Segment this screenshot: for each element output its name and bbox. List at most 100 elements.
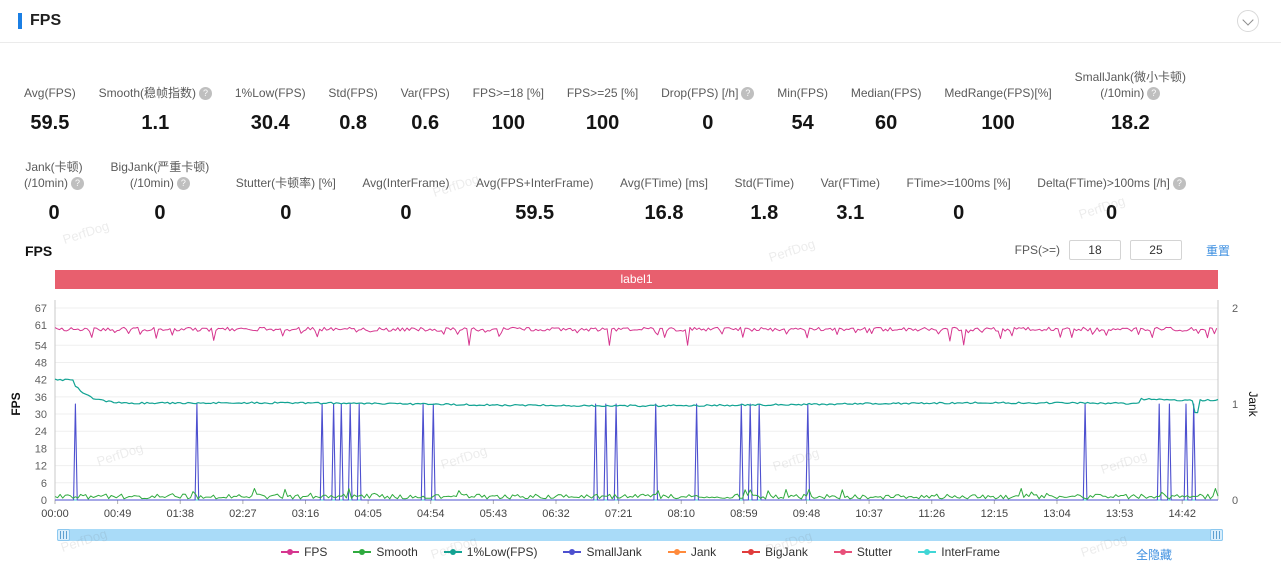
stat-value: 100 [491, 112, 525, 134]
chart-section-title: FPS [25, 243, 53, 259]
legend-label: InterFrame [941, 545, 1000, 559]
svg-text:67: 67 [35, 303, 47, 315]
chevron-down-icon [1242, 14, 1254, 26]
svg-text:42: 42 [35, 375, 47, 387]
help-icon[interactable]: ? [71, 177, 85, 190]
svg-text:13:53: 13:53 [1106, 508, 1134, 520]
stat-value: 0 [400, 202, 412, 224]
svg-text:04:54: 04:54 [417, 508, 445, 520]
stat-label: Stutter(卡顿率) [%] [235, 176, 336, 190]
svg-text:06:32: 06:32 [542, 508, 570, 520]
stat-var-ftime: Var(FTime) 3.1 [821, 148, 880, 224]
svg-text:08:59: 08:59 [730, 508, 758, 520]
legend-item-interframe[interactable]: InterFrame [918, 545, 1000, 559]
stat-value: 0 [280, 202, 292, 224]
svg-text:18: 18 [35, 443, 47, 455]
stat-avg-fps-interframe: Avg(FPS+InterFrame) 59.5 [476, 148, 593, 224]
legend-item-smooth[interactable]: Smooth [353, 545, 418, 559]
stat-label: Var(FPS) [400, 86, 450, 100]
stats-row-1: Avg(FPS) 59.5 Smooth(稳帧指数)? 1.1 1%Low(FP… [24, 60, 1186, 134]
scrollbar-bar[interactable] [70, 529, 1210, 541]
svg-text:FPS: FPS [9, 392, 23, 415]
stat-value: 1.8 [750, 202, 779, 224]
stat-value: 18.2 [1110, 112, 1150, 134]
panel-header: FPS [0, 0, 1281, 43]
legend-label: Stutter [856, 545, 893, 559]
svg-text:2: 2 [1232, 303, 1238, 315]
legend-item-smalljank[interactable]: SmallJank [563, 545, 642, 559]
scrollbar-right-handle[interactable] [1210, 529, 1223, 541]
svg-text:0: 0 [1232, 495, 1238, 507]
stat-avg-interframe: Avg(InterFrame) 0 [362, 148, 449, 224]
stat-std-ftime: Std(FTime) 1.8 [735, 148, 795, 224]
stat-label: MedRange(FPS)[%] [944, 86, 1052, 100]
stat-label: Avg(FTime) [ms] [620, 176, 709, 190]
legend-item-bigjank[interactable]: BigJank [742, 545, 808, 559]
stat-jank: Jank(卡顿) (/10min)? 0 [24, 148, 85, 224]
stat-label: FPS>=25 [%] [566, 86, 639, 100]
fps-threshold-high-input[interactable] [1129, 240, 1182, 260]
stat-label: Var(FTime) [820, 176, 880, 190]
stat-value: 1.1 [141, 112, 170, 134]
help-icon[interactable]: ? [1147, 87, 1161, 100]
legend: FPS Smooth 1%Low(FPS) SmallJank Jank BigJank S… [0, 545, 1281, 559]
hide-all-link[interactable]: 全隐藏 [1135, 548, 1172, 562]
stat-bigjank: BigJank(严重卡顿) (/10min)? 0 [111, 148, 210, 224]
fps-threshold-low-input[interactable] [1068, 240, 1121, 260]
legend-item-1-low-fps-[interactable]: 1%Low(FPS) [443, 545, 538, 559]
stat-value: 59.5 [30, 112, 70, 134]
stat-label: Avg(InterFrame) [362, 176, 450, 190]
legend-label: Smooth [376, 545, 418, 559]
legend-marker [443, 548, 462, 556]
reset-link[interactable]: 重置 [1205, 243, 1230, 258]
legend-item-stutter[interactable]: Stutter [833, 545, 893, 559]
stat-label: FTime>=100ms [%] [906, 176, 1011, 190]
stat-value: 54 [791, 112, 814, 134]
stat-value: 16.8 [644, 202, 684, 224]
stat-label: FPS>=18 [%] [472, 86, 544, 100]
page-title: FPS [30, 12, 62, 29]
scrollbar-left-handle[interactable] [57, 529, 70, 541]
help-icon[interactable]: ? [176, 177, 190, 190]
legend-label: BigJank [765, 545, 808, 559]
legend-marker [281, 548, 300, 556]
chart-scrollbar[interactable] [57, 529, 1223, 541]
stat-label: Min(FPS) [777, 86, 828, 100]
svg-text:13:04: 13:04 [1043, 508, 1071, 520]
help-icon[interactable]: ? [1172, 177, 1186, 190]
legend-item-jank[interactable]: Jank [667, 545, 717, 559]
stat-median-fps: Median(FPS) 60 [851, 60, 922, 134]
help-icon[interactable]: ? [741, 87, 755, 100]
help-icon[interactable]: ? [199, 87, 213, 100]
stat-std-fps: Std(FPS) 0.8 [328, 60, 377, 134]
svg-text:03:16: 03:16 [292, 508, 320, 520]
svg-text:01:38: 01:38 [166, 508, 194, 520]
stat-smooth: Smooth(稳帧指数)? 1.1 [99, 60, 213, 134]
stat-value: 30.4 [250, 112, 290, 134]
stat-1low-fps: 1%Low(FPS) 30.4 [235, 60, 306, 134]
collapse-button[interactable] [1237, 10, 1259, 32]
legend-marker [833, 548, 852, 556]
svg-text:12: 12 [35, 461, 47, 473]
chart-header: FPS FPS(>=) 重置 [25, 240, 1230, 264]
legend-marker [918, 548, 937, 556]
stat-value: 100 [585, 112, 620, 134]
stat-value: 60 [875, 112, 898, 134]
stat-value: 0 [48, 202, 60, 224]
stat-value: 100 [981, 112, 1015, 134]
legend-label: Jank [690, 545, 717, 559]
stat-label: Smooth(稳帧指数)? [99, 85, 213, 101]
stats-row-2: Jank(卡顿) (/10min)? 0 BigJank(严重卡顿) (/10min… [24, 148, 1186, 224]
stat-label: Jank(卡顿) (/10min)? [24, 160, 85, 190]
stat-value: 0.6 [411, 112, 440, 134]
svg-text:00:49: 00:49 [104, 508, 132, 520]
stat-label: Drop(FPS) [/h]? [661, 85, 755, 101]
legend-item-fps[interactable]: FPS [281, 545, 327, 559]
svg-text:48: 48 [35, 357, 47, 369]
svg-text:6: 6 [41, 478, 47, 490]
legend-label: 1%Low(FPS) [466, 545, 538, 559]
stat-avg-fps: Avg(FPS) 59.5 [24, 60, 76, 134]
svg-text:11:26: 11:26 [918, 508, 945, 520]
